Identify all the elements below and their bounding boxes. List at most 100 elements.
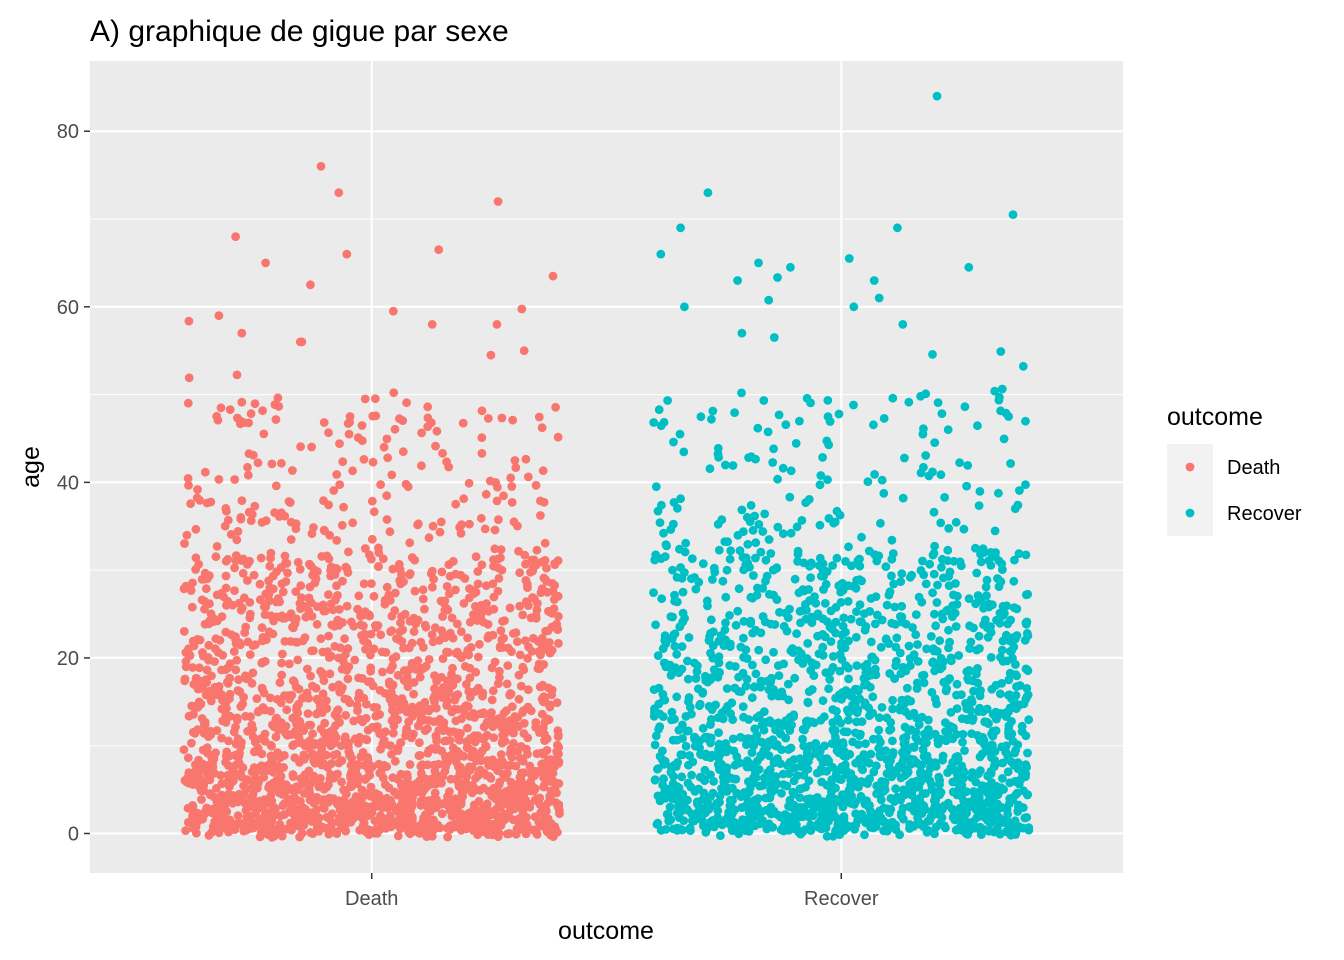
- data-point: [823, 475, 832, 485]
- data-point: [376, 480, 385, 489]
- data-point: [401, 726, 411, 736]
- data-point: [843, 597, 853, 606]
- data-point: [430, 788, 440, 798]
- data-point: [288, 713, 298, 723]
- data-point: [796, 812, 806, 822]
- data-point: [537, 557, 547, 567]
- data-point: [214, 682, 224, 691]
- data-point: [733, 276, 742, 285]
- data-point: [714, 652, 724, 662]
- data-point: [768, 822, 778, 832]
- data-point: [981, 582, 991, 592]
- data-point: [303, 709, 313, 718]
- data-point: [720, 625, 730, 635]
- data-point: [488, 579, 498, 589]
- data-point: [210, 657, 220, 666]
- legend-label-death: Death: [1227, 457, 1280, 479]
- data-point: [494, 574, 504, 583]
- data-point: [721, 460, 730, 470]
- data-point: [231, 551, 241, 560]
- data-point: [997, 679, 1007, 688]
- data-point: [285, 498, 295, 507]
- data-point: [754, 258, 763, 268]
- data-point: [831, 628, 840, 638]
- data-point: [521, 597, 531, 606]
- data-point: [975, 691, 985, 701]
- data-point: [284, 691, 294, 701]
- data-point: [890, 767, 900, 777]
- data-point: [447, 707, 457, 717]
- data-point: [722, 565, 732, 575]
- data-point: [846, 614, 856, 624]
- data-point: [705, 464, 715, 474]
- data-point: [348, 466, 357, 476]
- data-point: [683, 674, 693, 684]
- data-point: [496, 750, 506, 759]
- data-point: [468, 826, 478, 835]
- data-point: [748, 660, 757, 670]
- data-point: [979, 735, 989, 745]
- data-point: [454, 751, 464, 761]
- data-point: [1005, 647, 1015, 656]
- data-point: [444, 560, 454, 570]
- data-point: [221, 583, 231, 593]
- data-point: [911, 610, 921, 619]
- data-point: [916, 761, 925, 770]
- data-point: [858, 765, 868, 775]
- data-point: [759, 725, 769, 735]
- data-point: [935, 776, 944, 785]
- data-point: [514, 722, 523, 732]
- data-point: [277, 458, 286, 468]
- data-point: [473, 579, 483, 589]
- data-point: [751, 538, 761, 548]
- data-point: [918, 429, 928, 439]
- data-point: [236, 513, 246, 522]
- data-point: [1014, 800, 1023, 810]
- data-point: [747, 748, 757, 757]
- data-point: [952, 704, 962, 713]
- data-point: [874, 551, 884, 561]
- data-point: [335, 605, 344, 614]
- data-point: [988, 710, 998, 719]
- data-point: [843, 705, 852, 715]
- data-point: [329, 486, 339, 495]
- data-point: [928, 588, 937, 598]
- data-point: [933, 735, 943, 745]
- data-point: [1001, 747, 1011, 757]
- data-point: [521, 829, 531, 839]
- data-point: [764, 295, 774, 305]
- data-point: [991, 548, 1000, 557]
- data-point: [709, 665, 719, 674]
- data-point: [421, 774, 430, 784]
- data-point: [1006, 830, 1016, 840]
- data-point: [185, 651, 195, 660]
- data-point: [247, 792, 257, 802]
- data-point: [846, 792, 856, 801]
- data-point: [906, 754, 916, 764]
- data-point: [447, 670, 456, 679]
- data-point: [258, 636, 267, 646]
- data-point: [320, 718, 330, 728]
- data-point: [937, 409, 947, 418]
- data-point: [888, 736, 897, 746]
- data-point: [445, 571, 455, 581]
- data-point: [252, 766, 262, 776]
- data-point: [898, 662, 908, 672]
- data-point: [803, 639, 813, 648]
- data-point: [221, 504, 231, 513]
- data-point: [766, 785, 775, 795]
- data-point: [832, 706, 841, 716]
- data-point: [201, 728, 211, 738]
- data-point: [257, 623, 267, 633]
- data-point: [332, 470, 342, 479]
- data-point: [209, 753, 219, 762]
- data-point: [707, 414, 716, 424]
- data-point: [471, 667, 481, 677]
- data-point: [796, 762, 805, 771]
- data-point: [766, 683, 776, 693]
- data-point: [431, 732, 441, 742]
- data-point: [922, 751, 932, 761]
- data-point: [506, 689, 516, 699]
- data-point: [874, 725, 884, 735]
- data-point: [876, 518, 885, 528]
